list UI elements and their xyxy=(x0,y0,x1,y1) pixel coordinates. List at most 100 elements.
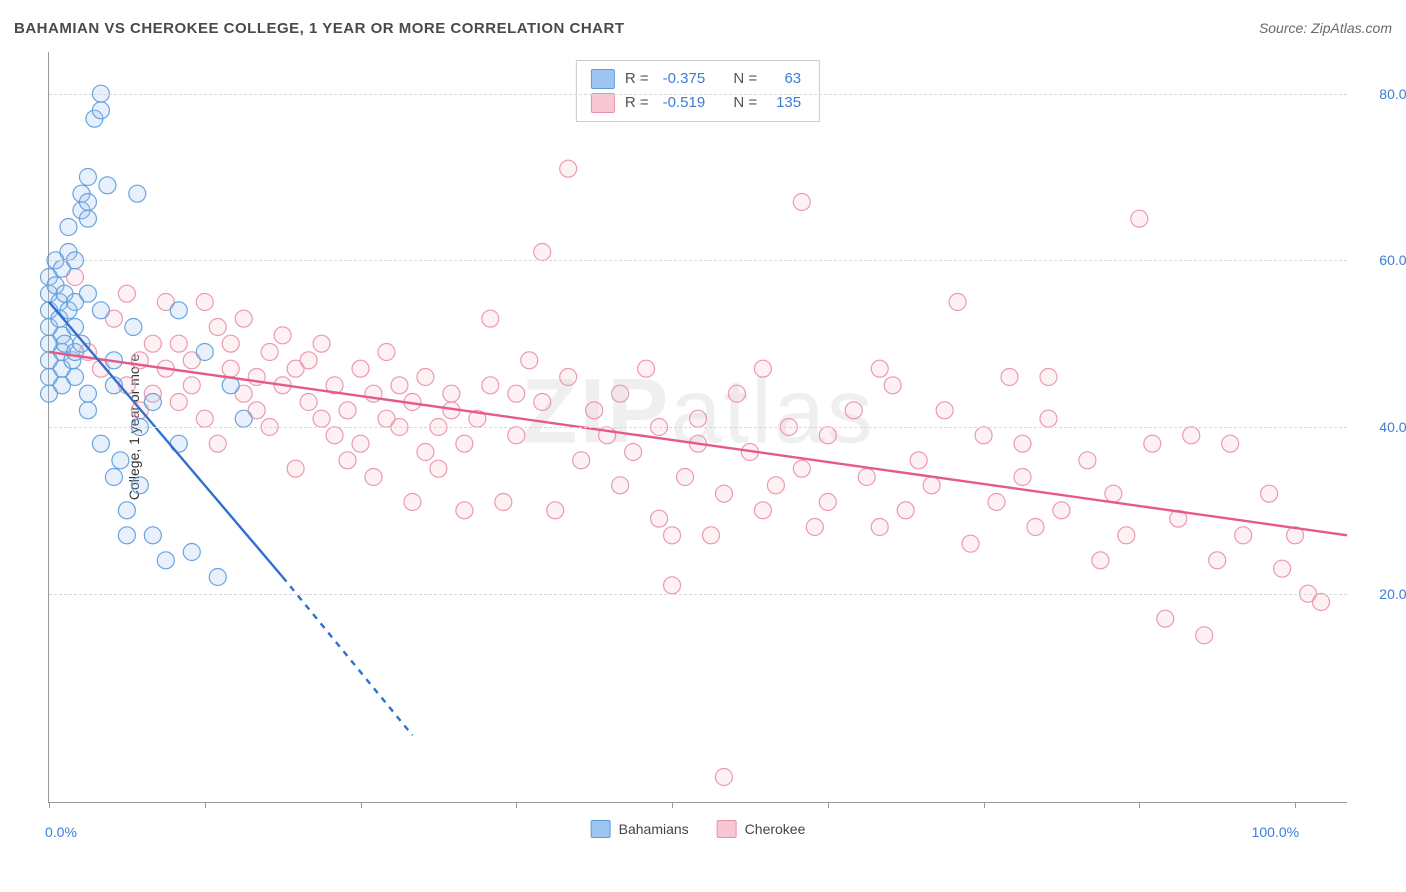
gridline-h xyxy=(49,94,1347,95)
data-point xyxy=(949,294,966,311)
y-tick-label: 80.0% xyxy=(1379,86,1406,102)
data-point xyxy=(1144,435,1161,452)
data-point xyxy=(430,460,447,477)
y-tick-label: 20.0% xyxy=(1379,586,1406,602)
data-point xyxy=(508,385,525,402)
data-point xyxy=(1040,410,1057,427)
swatch-bahamians xyxy=(591,69,615,89)
data-point xyxy=(417,369,434,386)
data-point xyxy=(378,344,395,361)
data-point xyxy=(300,394,317,411)
source-label: Source: ZipAtlas.com xyxy=(1259,20,1392,36)
data-point xyxy=(923,477,940,494)
x-tick xyxy=(361,802,362,808)
data-point xyxy=(235,410,252,427)
data-point xyxy=(819,494,836,511)
data-point xyxy=(793,194,810,211)
data-point xyxy=(170,302,187,319)
data-point xyxy=(521,352,538,369)
data-point xyxy=(1001,369,1018,386)
data-point xyxy=(300,352,317,369)
data-point xyxy=(962,535,979,552)
data-point xyxy=(79,285,96,302)
data-point xyxy=(586,402,603,419)
data-point xyxy=(625,444,642,461)
data-point xyxy=(1014,469,1031,486)
data-point xyxy=(144,394,161,411)
data-point xyxy=(79,385,96,402)
data-point xyxy=(975,427,992,444)
y-tick-label: 60.0% xyxy=(1379,252,1406,268)
x-tick xyxy=(828,802,829,808)
header: BAHAMIAN VS CHEROKEE COLLEGE, 1 YEAR OR … xyxy=(14,20,1392,50)
data-point xyxy=(274,327,291,344)
data-point xyxy=(754,502,771,519)
data-point xyxy=(92,102,109,119)
data-point xyxy=(715,769,732,786)
data-point xyxy=(482,377,499,394)
data-point xyxy=(1079,452,1096,469)
data-point xyxy=(183,544,200,561)
data-point xyxy=(1053,502,1070,519)
data-point xyxy=(92,435,109,452)
data-point xyxy=(482,310,499,327)
bottom-legend-label: Bahamians xyxy=(619,821,689,837)
data-point xyxy=(651,510,668,527)
gridline-h xyxy=(49,427,1347,428)
data-point xyxy=(534,394,551,411)
data-point xyxy=(1183,427,1200,444)
data-point xyxy=(1040,369,1057,386)
data-point xyxy=(871,519,888,536)
data-point xyxy=(313,335,330,352)
data-point xyxy=(339,452,356,469)
swatch-cherokee xyxy=(591,93,615,113)
bottom-legend: Bahamians Cherokee xyxy=(591,820,806,838)
data-point xyxy=(871,360,888,377)
data-point xyxy=(858,469,875,486)
data-point xyxy=(1118,527,1135,544)
data-point xyxy=(819,427,836,444)
swatch-bahamians-icon xyxy=(591,820,611,838)
data-point xyxy=(209,319,226,336)
bottom-legend-label: Cherokee xyxy=(745,821,806,837)
data-point xyxy=(560,369,577,386)
data-point xyxy=(677,469,694,486)
data-point xyxy=(209,569,226,586)
data-point xyxy=(79,169,96,186)
data-point xyxy=(1157,610,1174,627)
data-point xyxy=(1092,552,1109,569)
data-point xyxy=(157,552,174,569)
data-point xyxy=(196,294,213,311)
data-point xyxy=(66,369,83,386)
x-tick xyxy=(205,802,206,808)
data-point xyxy=(456,502,473,519)
data-point xyxy=(1131,210,1148,227)
data-point xyxy=(131,477,148,494)
data-point xyxy=(144,527,161,544)
data-point xyxy=(638,360,655,377)
data-point xyxy=(99,177,116,194)
data-point xyxy=(170,335,187,352)
data-point xyxy=(690,410,707,427)
data-point xyxy=(365,469,382,486)
bottom-legend-bahamians: Bahamians xyxy=(591,820,689,838)
data-point xyxy=(73,335,90,352)
x-tick xyxy=(49,802,50,808)
data-point xyxy=(495,494,512,511)
data-point xyxy=(806,519,823,536)
data-point xyxy=(417,444,434,461)
data-point xyxy=(1196,627,1213,644)
gridline-h xyxy=(49,594,1347,595)
data-point xyxy=(352,435,369,452)
data-point xyxy=(1209,552,1226,569)
x-tick-label: 0.0% xyxy=(45,824,77,840)
data-point xyxy=(534,244,551,261)
legend-box: R = -0.375 N = 63 R = -0.519 N = 135 xyxy=(576,60,820,122)
data-point xyxy=(209,435,226,452)
data-point xyxy=(222,335,239,352)
x-tick xyxy=(516,802,517,808)
data-point xyxy=(456,435,473,452)
data-point xyxy=(573,452,590,469)
data-point xyxy=(339,402,356,419)
x-tick xyxy=(1139,802,1140,808)
